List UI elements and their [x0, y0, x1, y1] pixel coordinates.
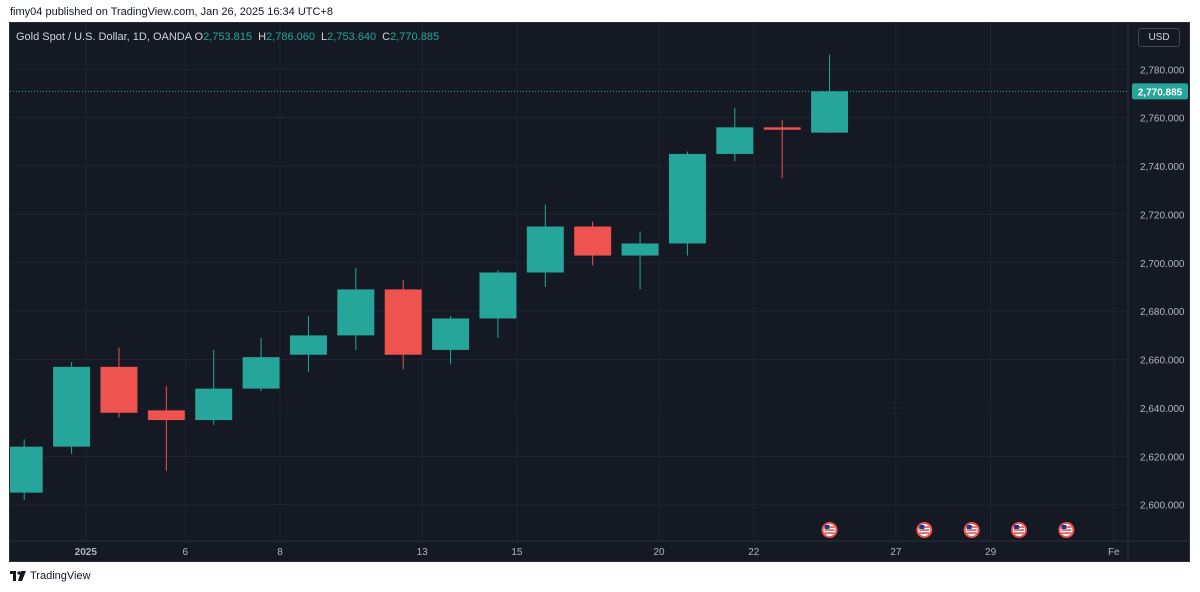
open-label: O [194, 31, 204, 43]
candle-body [10, 446, 43, 493]
candle-body [432, 318, 470, 350]
events-layer [821, 522, 1075, 538]
x-tick-label: 29 [985, 547, 997, 558]
candle-body [479, 272, 517, 319]
candle-body [53, 366, 91, 447]
flag-stripe [919, 532, 930, 534]
flag-stripe [1061, 532, 1072, 534]
x-tick-label: Fe [1108, 547, 1120, 558]
candles-layer [10, 54, 849, 500]
y-tick-label: 2,700.000 [1140, 259, 1185, 270]
tradingview-logo-icon [10, 571, 26, 581]
x-tick-label: 27 [890, 547, 902, 558]
candle-body [621, 243, 659, 256]
open-value: 2,753.815 [203, 31, 253, 43]
chart-panel[interactable]: 2,600.000 2,620.000 2,640.000 2,660.000 2,68… [9, 22, 1190, 562]
us-flag-icon [1058, 522, 1075, 538]
flag-canton [1061, 525, 1067, 529]
y-tick-label: 2,620.000 [1140, 452, 1185, 463]
candle-body [147, 410, 185, 421]
y-tick-label: 2,600.000 [1140, 501, 1185, 512]
candle-body [195, 388, 233, 421]
us-flag-icon [821, 522, 838, 538]
candle-body [763, 127, 801, 130]
close-label: C [382, 31, 391, 43]
candle-body [526, 226, 564, 273]
flag-stripe [966, 532, 977, 534]
tradingview-brand-text: TradingView [30, 570, 91, 582]
us-flag-icon [963, 522, 980, 538]
candle-body [716, 127, 754, 154]
grid-layer [10, 23, 1128, 541]
flag-stripe [824, 532, 835, 534]
y-tick-label: 2,640.000 [1140, 404, 1185, 415]
candle-body [384, 289, 422, 355]
y-tick-label: 2,660.000 [1140, 356, 1185, 367]
axis-layer: 2,600.000 2,620.000 2,640.000 2,660.000 2,68… [10, 23, 1189, 561]
us-flag-icon [916, 522, 933, 538]
x-tick-label: 15 [511, 547, 523, 558]
x-tick-label: 22 [748, 547, 760, 558]
us-flag-icon [1011, 522, 1028, 538]
high-value: 2,786.060 [266, 31, 315, 43]
candle-body [337, 289, 375, 336]
x-tick-label: 8 [277, 547, 283, 558]
currency-selector[interactable]: USD [1138, 28, 1180, 47]
y-tick-label: 2,780.000 [1140, 65, 1185, 76]
x-tick-label: 13 [417, 547, 429, 558]
flag-canton [919, 525, 925, 529]
symbol-legend: Gold Spot / U.S. Dollar, 1D, OANDA O2,75… [16, 31, 442, 43]
flag-canton [1014, 525, 1020, 529]
last-price-badge [1132, 83, 1188, 100]
x-tick-label: 6 [182, 547, 188, 558]
flag-stripe [1014, 532, 1025, 534]
candle-body [100, 366, 138, 413]
candle-body [811, 91, 849, 133]
publish-caption: fimy04 published on TradingView.com, Jan… [10, 6, 333, 18]
high-label: H [258, 31, 267, 43]
y-tick-label: 2,680.000 [1140, 307, 1185, 318]
flag-stripe [824, 529, 835, 531]
candle-body [668, 153, 706, 244]
flag-stripe [1061, 529, 1072, 531]
x-tick-label: 2025 [75, 547, 98, 558]
candle-body [242, 357, 280, 389]
flag-stripe [919, 529, 930, 531]
y-tick-label: 2,740.000 [1140, 162, 1185, 173]
candlestick-chart[interactable]: 2,600.000 2,620.000 2,640.000 2,660.000 2,68… [10, 23, 1190, 562]
flag-stripe [966, 529, 977, 531]
low-value: 2,753.640 [327, 31, 377, 43]
flag-canton [824, 525, 830, 529]
flag-stripe [1014, 529, 1025, 531]
candle-body [289, 335, 327, 355]
y-tick-label: 2,720.000 [1140, 210, 1185, 221]
symbol-title: Gold Spot / U.S. Dollar, 1D, OANDA [16, 31, 192, 43]
close-value: 2,770.885 [390, 31, 440, 43]
tradingview-footer: TradingView [10, 570, 91, 582]
flag-canton [966, 525, 972, 529]
x-tick-label: 20 [653, 547, 665, 558]
y-tick-label: 2,760.000 [1140, 114, 1185, 125]
candle-body [574, 226, 612, 256]
last-price-label: 2,770.885 [1138, 87, 1183, 98]
low-label: L [321, 31, 328, 43]
